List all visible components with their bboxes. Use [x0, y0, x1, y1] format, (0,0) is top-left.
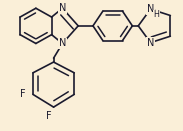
Text: N: N	[59, 3, 66, 13]
Text: N: N	[147, 4, 154, 14]
Text: F: F	[20, 89, 26, 99]
Text: H: H	[154, 10, 159, 20]
Text: N: N	[59, 39, 66, 48]
Text: N: N	[147, 38, 154, 48]
Text: F: F	[46, 111, 51, 121]
Text: F: F	[20, 89, 26, 99]
